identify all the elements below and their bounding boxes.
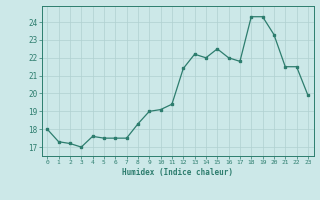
X-axis label: Humidex (Indice chaleur): Humidex (Indice chaleur) (122, 168, 233, 177)
